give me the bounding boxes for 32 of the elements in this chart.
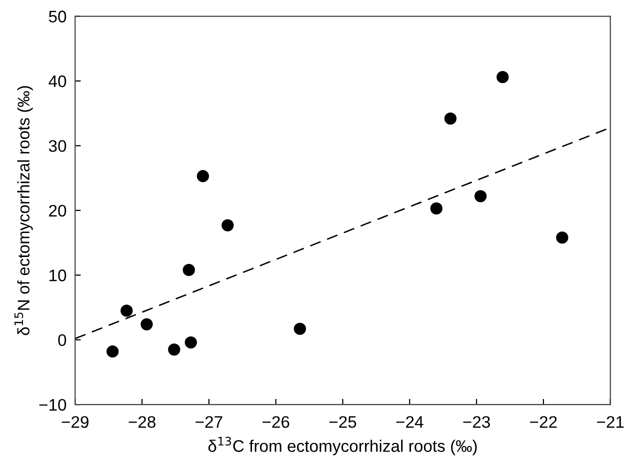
x-tick-label: −28 <box>128 416 156 428</box>
point <box>496 71 509 84</box>
x-tick-label: −21 <box>597 416 624 428</box>
point <box>184 336 197 348</box>
x-tick-label: −27 <box>196 416 222 428</box>
point <box>474 190 487 202</box>
point <box>444 112 457 125</box>
y-tick-label: 0 <box>58 334 66 346</box>
point <box>120 304 133 317</box>
point <box>196 170 209 182</box>
point <box>182 264 195 276</box>
y-tick-label: −10 <box>39 398 66 411</box>
x-tick-label: −25 <box>329 416 356 428</box>
point <box>140 318 153 330</box>
y-tick-label: 10 <box>50 270 66 282</box>
x-tick-label: −29 <box>62 416 88 428</box>
point <box>556 232 568 244</box>
x-tick-label: −26 <box>262 416 290 428</box>
x-tick-label: −23 <box>463 416 490 428</box>
y-tick-label: 30 <box>48 140 66 152</box>
x-tick-label: −22 <box>530 416 557 428</box>
y-tick-label: 50 <box>48 10 66 22</box>
point <box>106 345 119 358</box>
point <box>430 202 442 215</box>
point <box>294 322 306 335</box>
y-tick-label: 40 <box>48 75 66 88</box>
point <box>168 343 180 356</box>
y-axis-title: δ$^{15}$N of ectomycorrhizal roots (‰) <box>14 86 33 336</box>
x-tick-label: −24 <box>396 416 424 428</box>
y-tick-label: 20 <box>49 204 66 217</box>
point <box>222 219 234 232</box>
x-axis-title: δ$^{13}$C from ectomycorrhizal roots (‰) <box>208 436 477 456</box>
